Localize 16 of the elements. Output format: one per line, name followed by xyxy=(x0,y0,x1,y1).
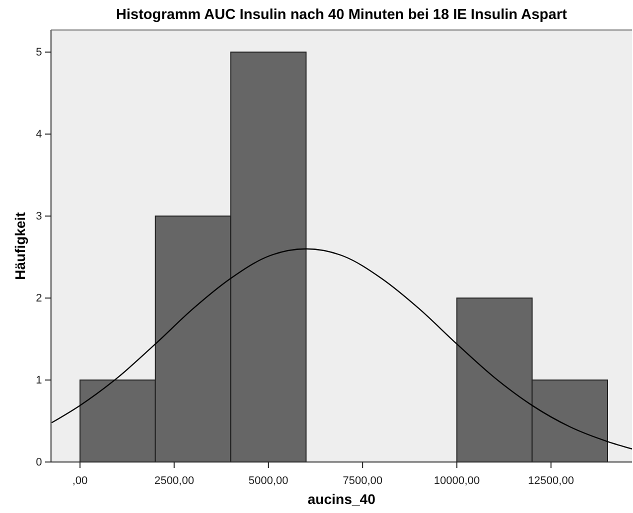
y-tick-label: 2 xyxy=(36,292,42,305)
x-tick-label: 12500,00 xyxy=(528,475,574,488)
x-tick-label: 2500,00 xyxy=(154,475,194,488)
x-axis-title: aucins_40 xyxy=(308,491,376,507)
chart-title: Histogramm AUC Insulin nach 40 Minuten bei 18 IE Insulin Aspart xyxy=(116,7,568,23)
x-tick-label: 5000,00 xyxy=(248,475,288,488)
x-tick-label: 7500,00 xyxy=(342,475,382,488)
y-tick-label: 4 xyxy=(36,128,42,141)
y-tick-label: 3 xyxy=(36,210,42,223)
x-tick-label: ,00 xyxy=(72,475,88,488)
line-series xyxy=(51,248,632,450)
y-tick-label: 1 xyxy=(36,374,42,387)
y-tick-label: 5 xyxy=(36,46,42,59)
y-axis-title: Häufigkeit xyxy=(12,212,28,280)
x-tick-label: 10000,00 xyxy=(434,475,480,488)
y-tick-label: 0 xyxy=(36,456,42,469)
